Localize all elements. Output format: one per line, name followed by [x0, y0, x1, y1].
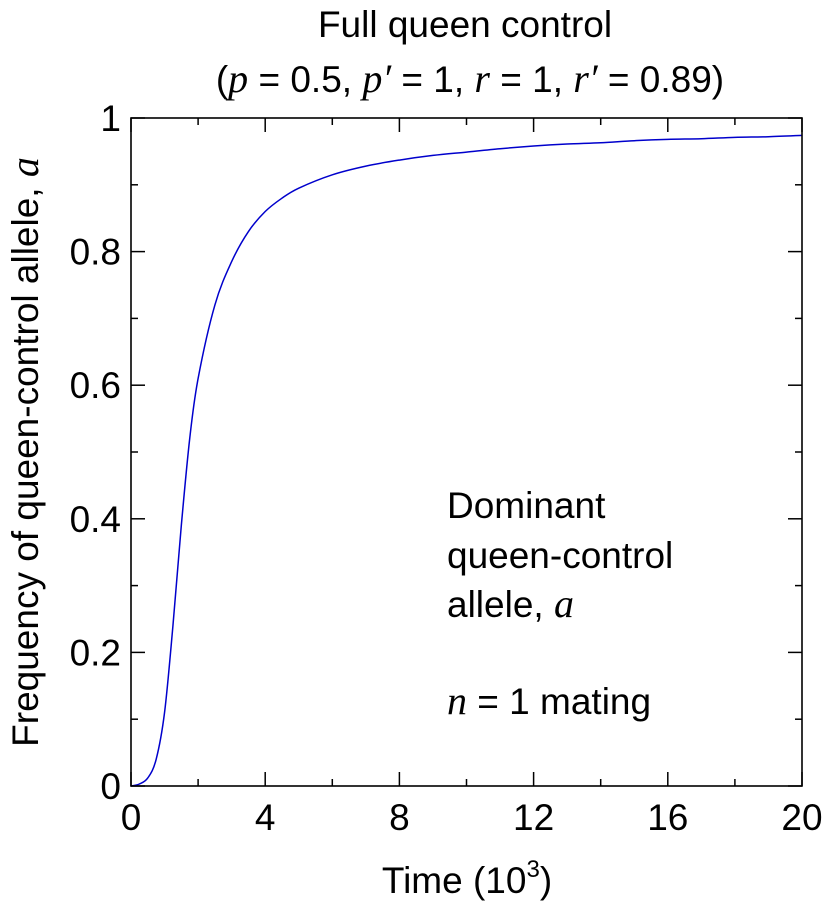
- annotation-line4-text: = 1 mating: [467, 681, 651, 722]
- x-tick-label: 4: [255, 797, 276, 838]
- annotation-line3-symbol: a: [554, 581, 574, 626]
- axis-tick-labels: 0 4 8 12 16 20 0 0.2 0.4 0.6 0.8 1: [70, 98, 823, 838]
- x-tick-label: 8: [389, 797, 410, 838]
- title-r-value: = 1,: [490, 59, 573, 100]
- annotation-line3-text: allele,: [447, 584, 554, 625]
- title-rp-symbol: r′: [573, 56, 599, 101]
- x-axis-label-text: Time (10: [382, 860, 527, 901]
- annotation-line1: Dominant: [447, 485, 606, 526]
- x-tick-label: 12: [513, 797, 554, 838]
- series-line: [130, 134, 803, 787]
- annotation-line4-symbol: n: [447, 678, 467, 723]
- y-axis-label-symbol: a: [2, 157, 47, 177]
- x-tick-label: 16: [647, 797, 688, 838]
- x-axis-label: Time (103): [382, 856, 552, 901]
- annotation-line4: n = 1 mating: [447, 678, 651, 723]
- title-pp-symbol: p′: [359, 56, 392, 101]
- chart-title-line2: (p = 0.5, p′ = 1, r = 1, r′ = 0.89): [216, 56, 724, 101]
- y-tick-label: 0.4: [70, 499, 121, 540]
- title-p-symbol: p: [225, 56, 248, 101]
- y-tick-label: 0.2: [70, 632, 121, 673]
- chart-title-line1: Full queen control: [318, 4, 612, 45]
- annotation: Dominant queen-control allele, a n = 1 m…: [447, 485, 673, 723]
- x-tick-label: 20: [781, 797, 822, 838]
- title-p-value: = 0.5,: [248, 59, 362, 100]
- x-tick-label: 0: [121, 797, 142, 838]
- y-tick-label: 0.8: [70, 232, 121, 273]
- title-r-symbol: r: [474, 56, 490, 101]
- y-tick-label: 0.6: [70, 365, 121, 406]
- y-axis-label-text: Frequency of queen-control allele,: [5, 177, 46, 747]
- y-axis-label: Frequency of queen-control allele, a: [2, 157, 47, 747]
- title-pp-value: = 1,: [391, 59, 474, 100]
- x-axis-label-close: ): [540, 860, 552, 901]
- plot-frame: [130, 117, 803, 787]
- y-tick-label: 0: [100, 766, 121, 807]
- y-tick-label: 1: [100, 98, 121, 139]
- annotation-line2: queen-control: [447, 535, 673, 576]
- x-axis-label-exponent: 3: [526, 856, 539, 883]
- title-rp-value: = 0.89): [598, 59, 725, 100]
- annotation-line3: allele, a: [447, 581, 574, 626]
- title-open: (: [216, 59, 229, 100]
